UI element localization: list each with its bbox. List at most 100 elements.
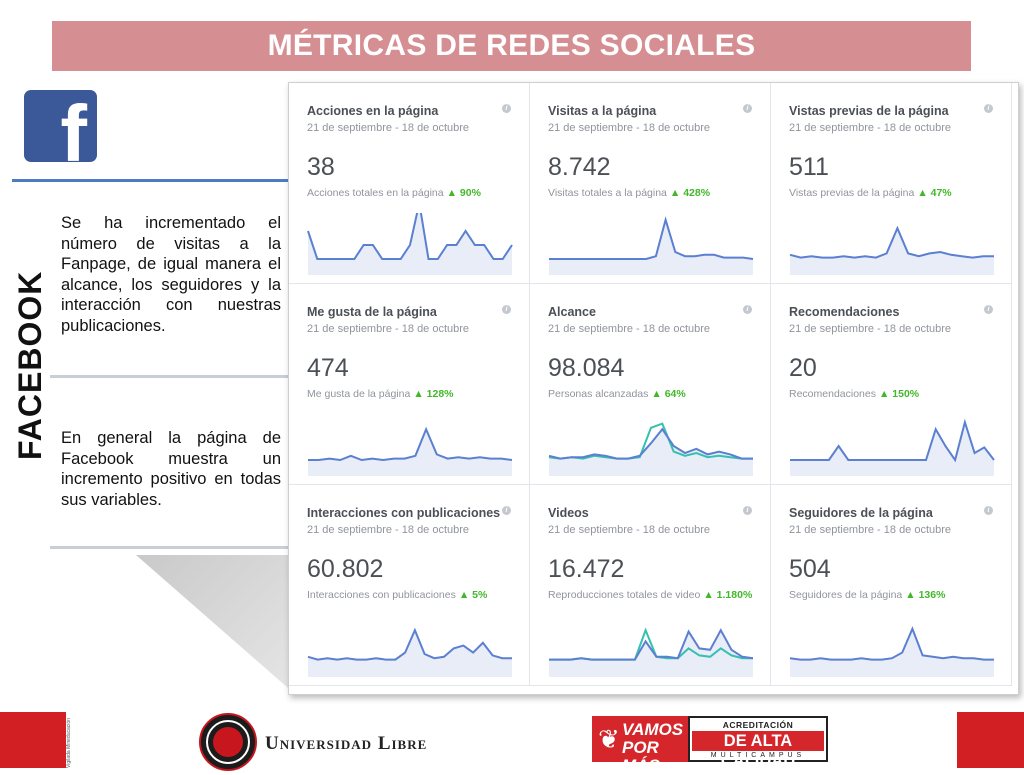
- footer-red-block-right: [957, 712, 1024, 768]
- sparkline-area: [549, 219, 753, 275]
- vamos-por-mas-logo: ❦ VAMOS POR MÁS: [592, 716, 688, 775]
- metric-title: Recomendaciones: [789, 305, 900, 319]
- metric-date-range: 21 de septiembre - 18 de octubre: [548, 524, 711, 536]
- sparkline-line: [548, 427, 753, 460]
- metric-sparkline: [308, 426, 513, 476]
- university-seal-icon: [199, 713, 257, 771]
- sparkline-area: [308, 630, 512, 677]
- metric-value: 474: [307, 354, 349, 382]
- metric-change: ▲ 5%: [458, 589, 488, 601]
- metric-date-range: 21 de septiembre - 18 de octubre: [548, 122, 711, 134]
- metric-date-range: 21 de septiembre - 18 de octubre: [307, 122, 470, 134]
- info-icon[interactable]: i: [984, 104, 993, 113]
- sparkline-area: [549, 630, 753, 677]
- metric-change: ▲ 428%: [669, 187, 711, 199]
- metric-value: 20: [789, 354, 817, 382]
- metric-panel[interactable]: Recomendaciones i 21 de septiembre - 18 de…: [771, 284, 1012, 485]
- metric-subtitle: Personas alcanzadas ▲ 64%: [548, 388, 686, 400]
- sparkline-area: [790, 422, 994, 476]
- metric-subtitle: Vistas previas de la página ▲ 47%: [789, 187, 952, 199]
- metric-sparkline: [549, 627, 754, 677]
- metric-title: Vistas previas de la página: [789, 104, 949, 118]
- metric-date-range: 21 de septiembre - 18 de octubre: [789, 122, 952, 134]
- metric-subtitle-text: Recomendaciones: [789, 388, 876, 400]
- metric-sparkline: [549, 216, 754, 275]
- metric-subtitle: Interacciones con publicaciones ▲ 5%: [307, 589, 487, 601]
- metric-title: Me gusta de la página: [307, 305, 437, 319]
- footer-side-text: Vigilada Mineducación: [66, 718, 72, 768]
- metric-sparkline: [307, 627, 512, 677]
- metric-panel[interactable]: Vistas previas de la página i 21 de septie…: [771, 83, 1012, 284]
- metric-date-range: 21 de septiembre - 18 de octubre: [789, 323, 952, 335]
- accreditation-line2: DE ALTA CALIDAD: [692, 731, 824, 770]
- metric-change: ▲ 136%: [905, 589, 946, 601]
- facebook-insights-dashboard: Acciones en la página i 21 de septiembre -…: [288, 82, 1019, 695]
- metric-panel[interactable]: Seguidores de la página i 21 de septiembre…: [771, 485, 1012, 686]
- metric-title: Interacciones con publicaciones: [307, 506, 501, 520]
- metric-date-range: 21 de septiembre - 18 de octubre: [789, 524, 952, 536]
- metric-sparkline: [789, 225, 994, 275]
- sparkline-area: [790, 628, 994, 677]
- metric-title: Visitas a la página: [548, 104, 657, 118]
- sparkline-line: [549, 216, 754, 260]
- sparkline-area: [549, 429, 753, 476]
- sparkline-line: [790, 418, 995, 463]
- metric-panel[interactable]: Videos i 21 de septiembre - 18 de octubre 1…: [530, 485, 771, 686]
- info-icon[interactable]: i: [502, 506, 511, 515]
- sparkline-area: [790, 228, 994, 275]
- paragraph-visits: Se ha incrementado el número de visitas …: [61, 214, 281, 335]
- metric-value: 38: [307, 153, 335, 181]
- metric-subtitle-text: Visitas totales a la página: [548, 187, 667, 199]
- decorative-shadow: [136, 555, 296, 695]
- metric-value: 511: [789, 153, 829, 181]
- facebook-logo-icon: f: [24, 90, 97, 162]
- metric-subtitle-text: Acciones totales en la página: [307, 187, 444, 199]
- sparkline-area: [308, 213, 512, 275]
- metric-panel[interactable]: Acciones en la página i 21 de septiembre -…: [289, 83, 530, 284]
- sparkline-line: [307, 627, 512, 661]
- metric-subtitle: Me gusta de la página ▲ 128%: [307, 388, 454, 400]
- slide-title-bar: MÉTRICAS DE REDES SOCIALES: [52, 21, 971, 71]
- metric-panel[interactable]: Interacciones con publicaciones i 21 de se…: [289, 485, 530, 686]
- slide-title: MÉTRICAS DE REDES SOCIALES: [267, 29, 756, 62]
- metric-value: 60.802: [307, 555, 384, 583]
- divider-grey-top: [50, 375, 288, 378]
- metric-value: 98.084: [548, 354, 625, 382]
- info-icon[interactable]: i: [743, 305, 752, 314]
- metric-change: ▲ 90%: [446, 187, 481, 199]
- info-icon[interactable]: i: [502, 104, 511, 113]
- divider-grey-bottom: [50, 546, 288, 549]
- divider-blue: [12, 179, 305, 182]
- metric-subtitle: Visitas totales a la página ▲ 428%: [548, 187, 710, 199]
- metric-panel[interactable]: Me gusta de la página i 21 de septiembre -…: [289, 284, 530, 485]
- sparkline-line: [789, 225, 994, 259]
- accreditation-badge: ACREDITACIÓN INSTITUCIONAL DE ALTA CALID…: [688, 716, 828, 770]
- metric-value: 8.742: [548, 153, 611, 181]
- metric-subtitle-text: Interacciones con publicaciones: [307, 589, 456, 601]
- info-icon[interactable]: i: [743, 104, 752, 113]
- accreditation-line3: MULTICAMPUS: [710, 752, 806, 759]
- metric-change: ▲ 47%: [917, 187, 952, 199]
- metric-title: Acciones en la página: [307, 104, 439, 118]
- metric-subtitle: Reproducciones totales de video ▲ 1.180%: [548, 589, 752, 601]
- metric-subtitle-text: Seguidores de la página: [789, 589, 903, 601]
- info-icon[interactable]: i: [502, 305, 511, 314]
- metric-change: ▲ 1.180%: [703, 589, 753, 601]
- info-icon[interactable]: i: [743, 506, 752, 515]
- metric-subtitle-text: Personas alcanzadas: [548, 388, 649, 400]
- metric-subtitle: Recomendaciones ▲ 150%: [789, 388, 919, 400]
- info-icon[interactable]: i: [984, 506, 993, 515]
- metric-title: Alcance: [548, 305, 596, 319]
- metric-date-range: 21 de septiembre - 18 de octubre: [548, 323, 711, 335]
- metric-subtitle-text: Vistas previas de la página: [789, 187, 915, 199]
- metric-panel[interactable]: Visitas a la página i 21 de septiembre - 1…: [530, 83, 771, 284]
- metric-sparkline: [789, 626, 994, 677]
- metric-change: ▲ 128%: [413, 388, 454, 400]
- footer-red-block-left: [0, 712, 66, 768]
- metric-subtitle-text: Reproducciones totales de video: [548, 589, 701, 601]
- sparkline-line: [308, 426, 513, 462]
- metric-date-range: 21 de septiembre - 18 de octubre: [307, 323, 470, 335]
- sparkline-line: [549, 628, 754, 661]
- info-icon[interactable]: i: [984, 305, 993, 314]
- metric-panel[interactable]: Alcance i 21 de septiembre - 18 de octubre…: [530, 284, 771, 485]
